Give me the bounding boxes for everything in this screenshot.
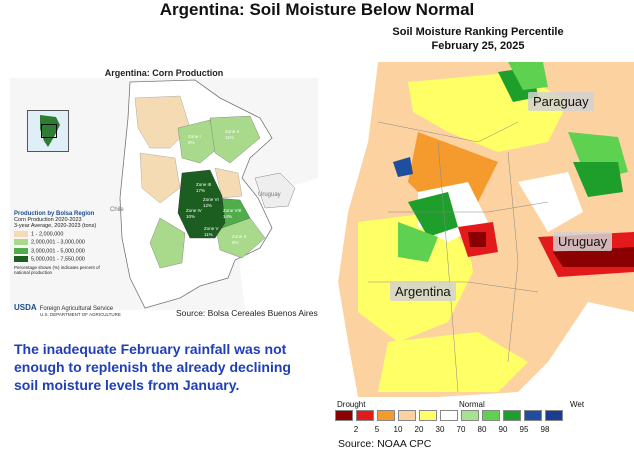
zone-pct: 14% (223, 214, 232, 219)
legend-swatch (377, 410, 395, 421)
legend-label: 5,000,001 - 7,550,000 (31, 256, 85, 263)
legend-color-bar (335, 410, 566, 421)
legend-swatch (335, 410, 353, 421)
legend-swatch (503, 410, 521, 421)
page-title: Argentina: Soil Moisture Below Normal (159, 0, 475, 19)
legend-tick: 95 (519, 425, 529, 434)
chile-label: Chile (110, 207, 124, 213)
uruguay-label: Uruguay (258, 192, 281, 198)
legend-tick: 70 (456, 425, 466, 434)
legend-tick: 98 (540, 425, 550, 434)
legend-tick: 80 (477, 425, 487, 434)
soil-map-date: February 25, 2025 (431, 40, 525, 52)
locator-box (41, 124, 57, 138)
legend-label: 2,000,001 - 3,000,000 (31, 239, 85, 246)
summary-text: The inadequate February rainfall was not… (14, 341, 291, 393)
legend-swatch (524, 410, 542, 421)
south-america-icon (40, 115, 60, 147)
legend-label: 3,000,001 - 5,000,000 (31, 248, 85, 255)
zone-pct: 11% (204, 232, 213, 237)
zone-label: Zone II (225, 129, 239, 134)
legend-tick: 90 (498, 425, 508, 434)
legend-swatch (14, 247, 28, 254)
usda-wordmark: USDA (14, 303, 37, 312)
zone-pct: 11% (225, 135, 234, 140)
legend-swatch (14, 231, 28, 237)
legend-swatch (419, 410, 437, 421)
legend-normal-label: Normal (459, 400, 485, 409)
zone-label: Zone VIII (223, 208, 241, 213)
zone-label: Zone I (188, 134, 201, 139)
soil-map-title: Soil Moisture Ranking Percentile Februar… (322, 25, 634, 53)
zone-label: Zone X (232, 234, 247, 239)
locator-inset-map (27, 110, 69, 152)
usda-logo: USDA Foreign Agricultural Service U.S. DE… (14, 303, 121, 317)
legend-swatch (440, 410, 458, 421)
legend-swatch (482, 410, 500, 421)
soil-map-source: Source: NOAA CPC (338, 438, 432, 450)
zone-label: Zone V (204, 226, 219, 231)
zone-pct: 10% (186, 214, 195, 219)
legend-swatch (545, 410, 563, 421)
corn-map-title: Argentina: Corn Production (104, 68, 224, 78)
legend-tick: 20 (414, 425, 424, 434)
legend-swatch (14, 256, 28, 263)
legend-drought-label: Drought (337, 400, 366, 409)
soil-moisture-map (318, 62, 634, 397)
legend-swatch (461, 410, 479, 421)
zone-label: Zone VI (203, 197, 219, 202)
corn-legend: Production by Bolsa Region Corn Producti… (14, 211, 110, 299)
zone-pct: 6% (188, 140, 195, 145)
soil-moisture-legend: Drought Normal Wet 2 5 10 20 30 70 80 90 95 98 (325, 400, 625, 440)
legend-wet-label: Wet (570, 400, 585, 409)
zone-label: Zone IV (186, 208, 202, 213)
legend-subtitle: 3-year Average, 2020-2023 (tons) (14, 223, 97, 229)
legend-note: Percentage shown (%) indicates percent o… (14, 264, 100, 275)
legend-swatch (398, 410, 416, 421)
legend-heading: Production by Bolsa Region (14, 211, 95, 217)
legend-tick: 5 (374, 425, 380, 434)
zone-label: Zone III (196, 182, 211, 187)
usda-agency-name: Foreign Agricultural Service (39, 306, 114, 312)
legend-swatch (14, 239, 28, 246)
corn-production-map: Uruguay Chile Zone I 6% Zone II 11% Zone… (10, 78, 318, 310)
corn-map-source: Source: Bolsa Cereales Buenos Aires (176, 308, 318, 318)
paraguay-label: Paraguay (528, 92, 594, 111)
usda-department: U.S. DEPARTMENT OF AGRICULTURE (40, 312, 121, 317)
legend-tick: 10 (393, 425, 403, 434)
legend-tick: 2 (353, 425, 359, 434)
zone-pct: 12% (203, 203, 212, 208)
legend-swatch (356, 410, 374, 421)
legend-subtitle: Corn Production 2020-2023 (14, 217, 82, 223)
argentina-label: Argentina (390, 282, 456, 301)
legend-label: 1 - 2,000,000 (31, 231, 64, 238)
zone-pct: 17% (196, 188, 205, 193)
zone-pct: 9% (232, 240, 239, 245)
uruguay-label: Uruguay (553, 232, 613, 251)
legend-tick: 30 (435, 425, 445, 434)
soil-map-title-line1: Soil Moisture Ranking Percentile (392, 26, 564, 38)
